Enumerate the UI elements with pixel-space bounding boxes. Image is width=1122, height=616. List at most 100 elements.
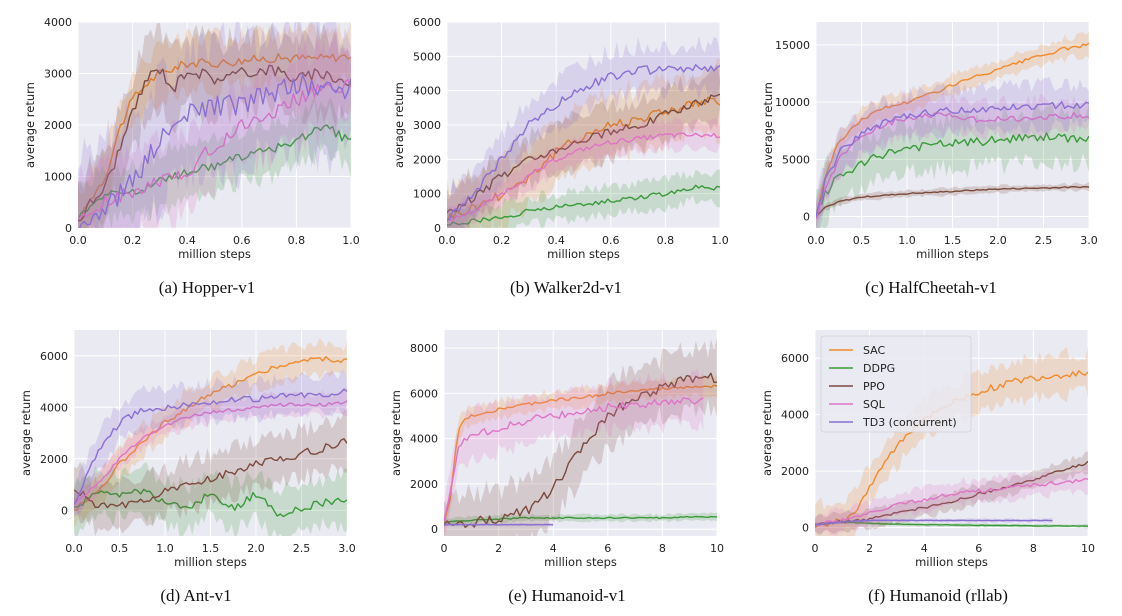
x-tick-label: 1.5 [202,542,220,555]
series-line [815,519,1053,526]
series-group [447,36,720,228]
x-tick-label: 0.6 [233,234,251,247]
x-tick-label: 1.5 [944,234,962,247]
x-axis-label: million steps [178,247,251,261]
panel-caption: (b) Walker2d-v1 [510,278,622,297]
series-band [815,464,1088,536]
y-tick-label: 2000 [413,153,441,166]
x-tick-label: 6 [975,542,982,555]
y-tick-label: 4000 [781,409,809,422]
y-tick-label: 1000 [44,171,72,184]
x-tick-label: 0.0 [807,234,825,247]
x-tick-label: 4 [921,542,928,555]
series-band [447,169,720,228]
x-tick-label: 1.0 [898,234,916,247]
x-tick-label: 8 [1030,542,1037,555]
x-tick-label: 2 [866,542,873,555]
y-tick-label: 1000 [413,188,441,201]
series-band [444,374,717,535]
x-tick-label: 3.0 [338,542,356,555]
series-group [78,22,351,228]
y-axis-label: average return [389,390,403,476]
y-axis-label: average return [760,390,774,476]
y-tick-label: 0 [431,523,438,536]
legend-label: DDPG [863,362,895,375]
y-tick-label: 0 [65,222,72,235]
legend-label: SQL [863,398,886,411]
x-tick-label: 4 [550,542,557,555]
panel-caption: (a) Hopper-v1 [159,278,255,297]
chart-panel: 0 2000 4000 6000 0.0 0.5 1.0 1.5 2.0 2.5 3.0 millio… [19,330,356,605]
x-tick-label: 0.6 [602,234,620,247]
x-tick-label: 0.0 [65,542,83,555]
y-tick-label: 4000 [40,401,68,414]
series-band [78,22,351,228]
chart-panel: 0 1000 2000 3000 4000 5000 6000 0.0 0.2 0.4 0.6 0.8… [392,16,729,297]
x-tick-label: 8 [659,542,666,555]
x-tick-label: 3.0 [1080,234,1098,247]
series-line [444,515,717,524]
x-tick-label: 6 [604,542,611,555]
legend: SAC DDPG PPO SQL TD3 (concurrent) [820,335,972,433]
series-line [79,74,351,228]
series-line [816,111,1089,219]
x-tick-label: 0 [441,542,448,555]
x-axis-label: million steps [547,247,620,261]
y-axis-label: average return [19,390,33,476]
y-tick-label: 4000 [44,16,72,29]
series-band [447,36,720,228]
x-tick-label: 0.5 [111,542,129,555]
series-line [74,400,347,506]
series-line [74,388,347,505]
x-tick-label: 0.0 [69,234,87,247]
series-band [447,117,720,228]
x-tick-label: 2.0 [989,234,1007,247]
legend-label: TD3 (concurrent) [862,416,957,429]
series-band [444,368,704,536]
x-tick-label: 1.0 [342,234,360,247]
series-band [815,451,1088,535]
y-tick-label: 2000 [410,478,438,491]
series-group [444,337,717,536]
x-tick-label: 0.2 [493,234,511,247]
series-line [78,78,351,221]
series-line [816,185,1089,217]
series-group [816,31,1089,228]
series-line [78,53,351,222]
series-line [816,42,1089,218]
legend-box [820,335,972,433]
series-line [447,132,720,222]
x-tick-label: 0.8 [288,234,306,247]
series-line [444,372,717,528]
y-tick-label: 2000 [781,465,809,478]
series-band [816,76,1089,228]
series-band [74,409,347,536]
y-tick-label: 3000 [413,119,441,132]
y-tick-label: 6000 [781,352,809,365]
series-line [74,356,347,511]
series-line [74,488,347,518]
y-tick-label: 6000 [410,387,438,400]
panel-caption: (e) Humanoid-v1 [508,586,626,605]
y-tick-label: 3000 [44,68,72,81]
x-tick-label: 0.4 [547,234,565,247]
panel-caption: (d) Ant-v1 [160,586,231,605]
series-band [78,23,351,228]
x-tick-label: 1.0 [711,234,729,247]
x-axis-label: million steps [174,555,247,569]
legend-label: SAC [863,344,886,357]
y-tick-label: 15000 [775,39,810,52]
y-tick-label: 6000 [40,350,68,363]
series-line [815,477,1088,527]
series-group [815,346,1088,536]
series-line [78,64,351,222]
chart-panel: 0 1000 2000 3000 4000 0.0 0.2 0.4 0.6 0.8 1.0 milli… [23,16,360,297]
panel-caption: (f) Humanoid (rllab) [868,586,1008,605]
y-tick-label: 0 [802,522,809,535]
chart-panel: 0 2000 4000 6000 8000 0 2 4 6 8 10 million steps ave… [389,330,724,605]
x-tick-label: 2.0 [247,542,265,555]
y-axis-label: average return [761,82,775,168]
panel-caption: (c) HalfCheetah-v1 [865,278,997,297]
legend-label: PPO [863,380,885,393]
